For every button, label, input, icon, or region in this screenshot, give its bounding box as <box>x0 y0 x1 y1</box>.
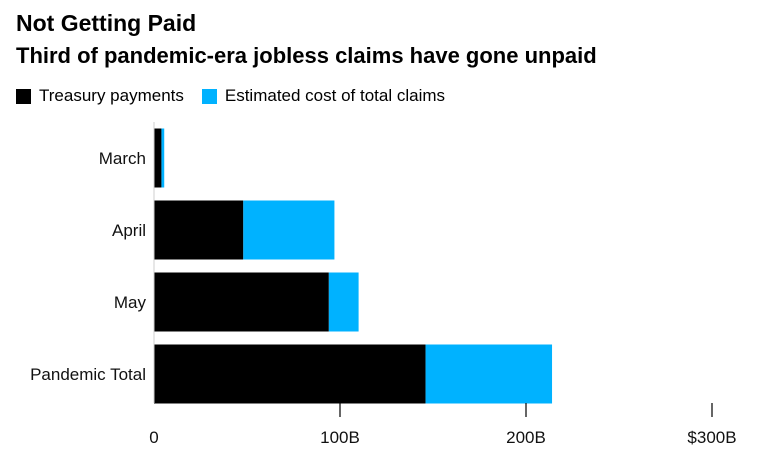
bar-april-treasury-payments <box>154 200 244 260</box>
x-tick-label: $300B <box>687 428 736 447</box>
x-tick-label: 100B <box>320 428 360 447</box>
legend: Treasury payments Estimated cost of tota… <box>16 86 463 106</box>
legend-label-treasury: Treasury payments <box>39 86 184 105</box>
bar-march-estimated-cost-of-total-claims <box>161 128 165 188</box>
category-label: April <box>112 221 146 240</box>
bar-pandemic-total-treasury-payments <box>154 344 426 404</box>
bar-march-treasury-payments <box>154 128 162 188</box>
x-tick-label: 200B <box>506 428 546 447</box>
bar-may-estimated-cost-of-total-claims <box>328 272 359 332</box>
bar-pandemic-total-estimated-cost-of-total-claims <box>425 344 553 404</box>
x-tick-label: 0 <box>149 428 158 447</box>
bar-april-estimated-cost-of-total-claims <box>243 200 335 260</box>
legend-swatch-treasury <box>16 88 31 104</box>
category-label: March <box>99 149 146 168</box>
legend-item-treasury: Treasury payments <box>16 86 184 106</box>
chart-subtitle: Third of pandemic-era jobless claims hav… <box>16 43 597 68</box>
bar-may-treasury-payments <box>154 272 329 332</box>
legend-swatch-estimated-cost <box>201 88 217 104</box>
legend-label-estimated-cost: Estimated cost of total claims <box>224 86 446 105</box>
chart-title: Not Getting Paid <box>16 10 197 36</box>
category-label: Pandemic Total <box>30 365 146 384</box>
category-label: May <box>114 293 147 312</box>
legend-item-estimated-cost: Estimated cost of total claims <box>201 86 446 106</box>
